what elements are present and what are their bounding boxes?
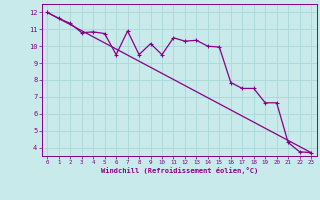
X-axis label: Windchill (Refroidissement éolien,°C): Windchill (Refroidissement éolien,°C) [100,167,258,174]
